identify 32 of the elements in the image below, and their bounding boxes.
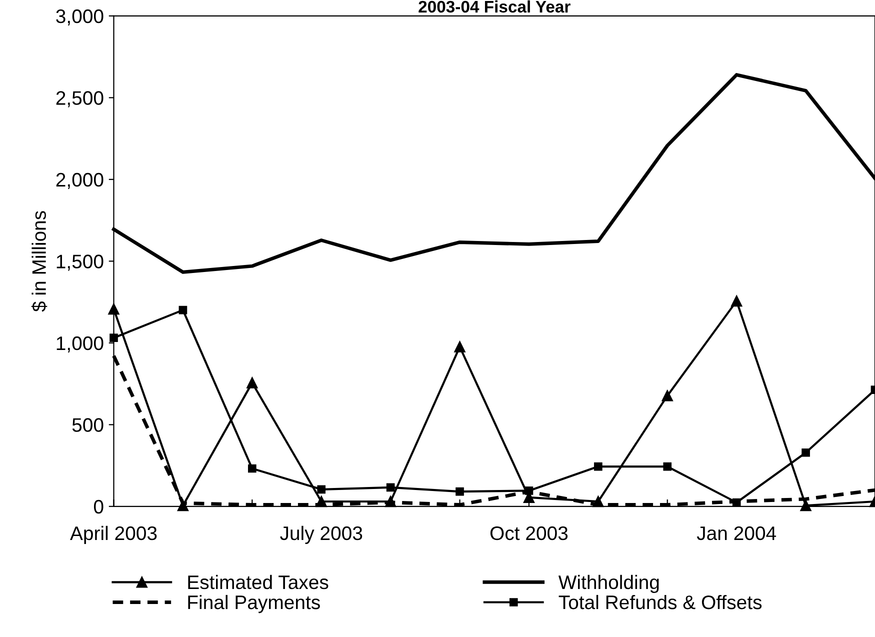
x-tick-label: April 2003	[70, 526, 157, 544]
point	[454, 341, 466, 352]
point	[731, 296, 742, 307]
x-tick-label: Oct 2003	[490, 526, 568, 540]
chart-title: 2003-04 Fiscal Year	[418, 0, 570, 13]
point	[732, 498, 741, 507]
y-tick-label: 1,500	[56, 254, 104, 271]
y-tick-label: 2,500	[56, 91, 104, 108]
y-tick-label: 1,000	[56, 336, 104, 352]
y-tick-label: 2,000	[56, 172, 104, 189]
y-tick-label: 0	[94, 500, 104, 514]
point	[246, 377, 258, 388]
point	[662, 390, 673, 402]
point	[178, 306, 188, 314]
point	[248, 464, 256, 473]
legend-label: Total Refunds & Offsets	[558, 594, 762, 610]
point	[317, 485, 326, 494]
legend-label: Estimated Taxes	[188, 574, 328, 590]
point	[663, 462, 672, 471]
point	[802, 448, 810, 457]
y-tick-label: 500	[72, 418, 104, 432]
x-tick-label: Jan 2004	[696, 526, 776, 540]
y-axis-title: $ in Millions	[31, 211, 48, 312]
legend-label: Final Payments	[188, 594, 320, 614]
point	[524, 486, 534, 495]
point	[456, 487, 464, 496]
point	[386, 483, 395, 492]
point	[800, 500, 812, 512]
legend-label: Withholding	[558, 574, 659, 593]
x-tick-label: July 2003	[280, 526, 362, 544]
y-tick-label: 3,000	[56, 9, 104, 26]
point	[594, 462, 602, 471]
